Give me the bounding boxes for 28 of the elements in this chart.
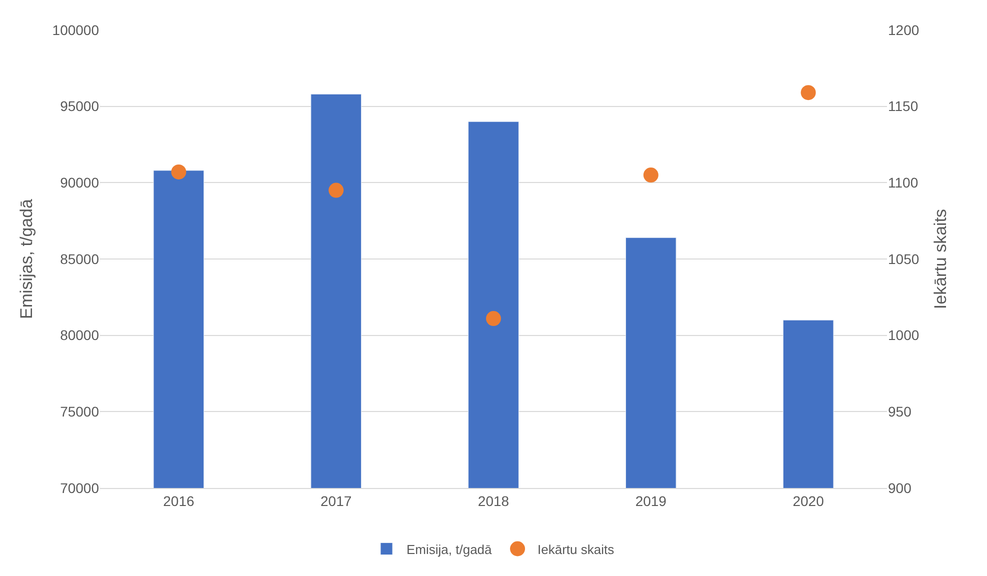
y2-tick-label: 1100 <box>888 174 918 191</box>
point <box>800 85 816 100</box>
y-tick-label: 70000 <box>60 480 100 496</box>
x-tick-label: 2020 <box>792 492 824 509</box>
y-tick-label: 80000 <box>60 327 100 344</box>
y2-axis-title: Iekārtu skaits <box>930 208 950 310</box>
x-tick-label: 2019 <box>635 492 667 509</box>
y2-tick-label: 1150 <box>888 98 918 114</box>
x-tick-label: 2016 <box>163 492 194 509</box>
y-tick-label: 75000 <box>60 404 100 420</box>
legend-label: Emisija, t/gadā <box>406 542 493 557</box>
y2-tick-label: 1200 <box>888 22 920 38</box>
y2-tick-label: 1000 <box>888 327 920 344</box>
y2-tick-label: 1050 <box>888 250 920 267</box>
point <box>328 182 344 198</box>
point <box>486 311 501 326</box>
y2-tick-label: 900 <box>888 480 912 496</box>
legend-label: Iekārtu skaits <box>538 542 615 557</box>
y-tick-label: 100000 <box>52 22 100 38</box>
point <box>171 164 186 180</box>
x-tick-label: 2017 <box>320 492 352 509</box>
y-tick-label: 85000 <box>60 250 100 267</box>
y-tick-label: 90000 <box>60 174 100 191</box>
y-tick-label: 95000 <box>60 98 100 114</box>
x-tick-label: 2018 <box>478 492 510 509</box>
y2-tick-label: 950 <box>888 404 912 420</box>
y-axis-title: Emisijas, t/gadā <box>16 198 36 319</box>
point <box>643 168 658 183</box>
